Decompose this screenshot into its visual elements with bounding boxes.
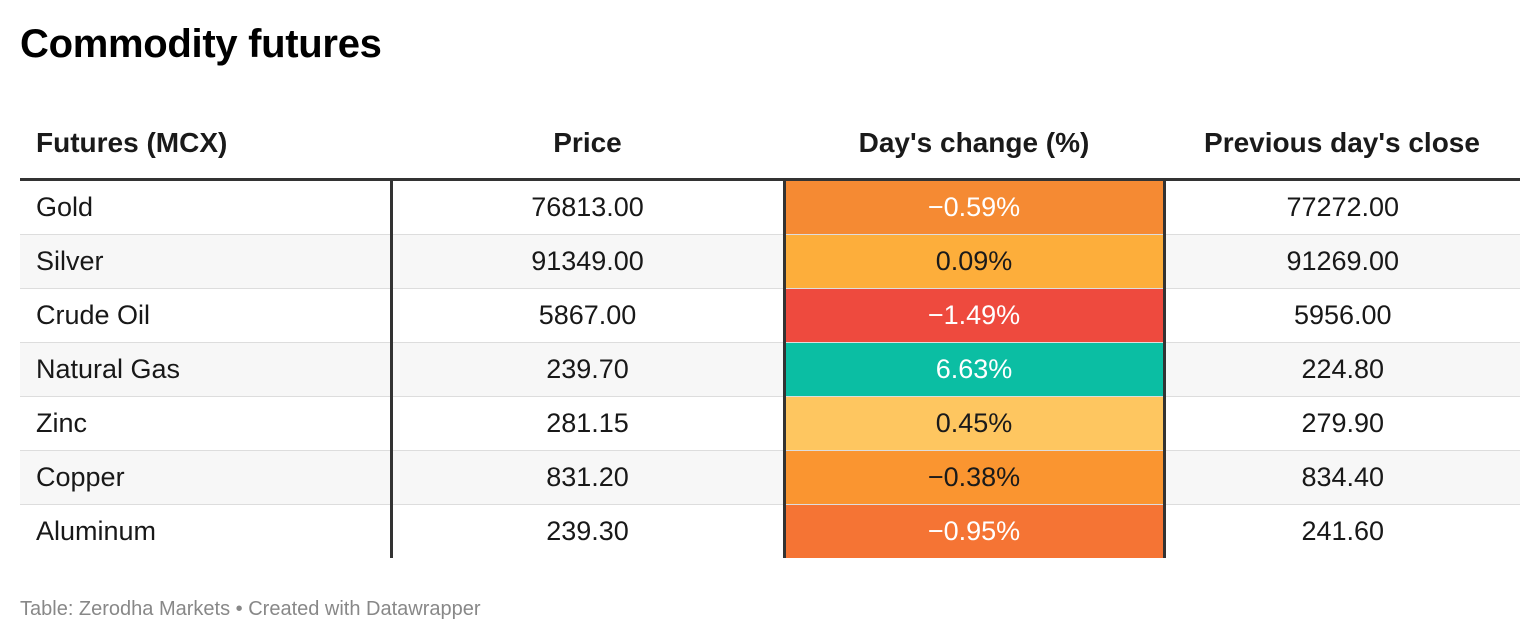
table-row: Copper 831.20 −0.38% 834.40 [20, 450, 1520, 505]
table-header: Futures (MCX) Price Day's change (%) Pre… [20, 108, 1520, 181]
cell-previous-close: 77272.00 [1164, 179, 1520, 235]
cell-commodity-name: Natural Gas [20, 342, 393, 397]
column-header-days-change[interactable]: Day's change (%) [784, 108, 1164, 181]
cell-days-change: 0.45% [784, 396, 1166, 451]
source-credit: Table: Zerodha Markets • Created with Da… [20, 598, 481, 620]
commodity-table-container: Futures (MCX) Price Day's change (%) Pre… [20, 108, 1520, 558]
table-row: Natural Gas 239.70 6.63% 224.80 [20, 342, 1520, 397]
table-row: Silver 91349.00 0.09% 91269.00 [20, 234, 1520, 289]
table-row: Gold 76813.00 −0.59% 77272.00 [20, 179, 1520, 235]
cell-previous-close: 241.60 [1301, 516, 1385, 546]
cell-previous-close: 279.90 [1164, 396, 1520, 451]
cell-price: 831.20 [391, 450, 786, 505]
cell-commodity-name: Zinc [20, 396, 393, 451]
commodity-table: Futures (MCX) Price Day's change (%) Pre… [20, 108, 1520, 558]
cell-days-change: −0.95% [784, 504, 1166, 558]
table-row: Aluminum 239.30 −0.95% 241.60 [20, 504, 1520, 558]
cell-days-change: 6.63% [784, 342, 1166, 397]
cell-days-change: −0.38% [784, 450, 1166, 505]
header-row: Futures (MCX) Price Day's change (%) Pre… [20, 108, 1520, 181]
cell-previous-close: 91269.00 [1164, 234, 1520, 289]
cell-price: 239.30 [391, 504, 786, 558]
table-row: Zinc 281.15 0.45% 279.90 [20, 396, 1520, 451]
cell-commodity-name: Gold [20, 179, 393, 235]
table-row: Crude Oil 5867.00 −1.49% 5956.00 [20, 288, 1520, 343]
cell-days-change: 0.09% [784, 234, 1166, 289]
cell-price: 91349.00 [391, 234, 786, 289]
column-header-futures[interactable]: Futures (MCX) [20, 108, 391, 181]
cell-price: 76813.00 [391, 179, 786, 235]
table-body: Gold 76813.00 −0.59% 77272.00 Silver 91349.00… [20, 179, 1520, 558]
cell-previous-close: 834.40 [1164, 450, 1520, 505]
cell-commodity-name: Silver [20, 234, 393, 289]
cell-days-change: −0.59% [784, 179, 1166, 235]
cell-price: 5867.00 [391, 288, 786, 343]
cell-days-change: −1.49% [784, 288, 1166, 343]
cell-previous-close: 224.80 [1164, 342, 1520, 397]
cell-price: 281.15 [391, 396, 786, 451]
column-header-price[interactable]: Price [391, 108, 784, 181]
cell-price: 239.70 [391, 342, 786, 397]
page-title: Commodity futures [20, 22, 382, 66]
column-header-previous-close[interactable]: Previous day's close [1164, 108, 1520, 181]
cell-commodity-name: Copper [20, 450, 393, 505]
cell-commodity-name: Crude Oil [20, 288, 393, 343]
cell-commodity-name: Aluminum [20, 504, 393, 558]
cell-previous-close: 5956.00 [1164, 288, 1520, 343]
